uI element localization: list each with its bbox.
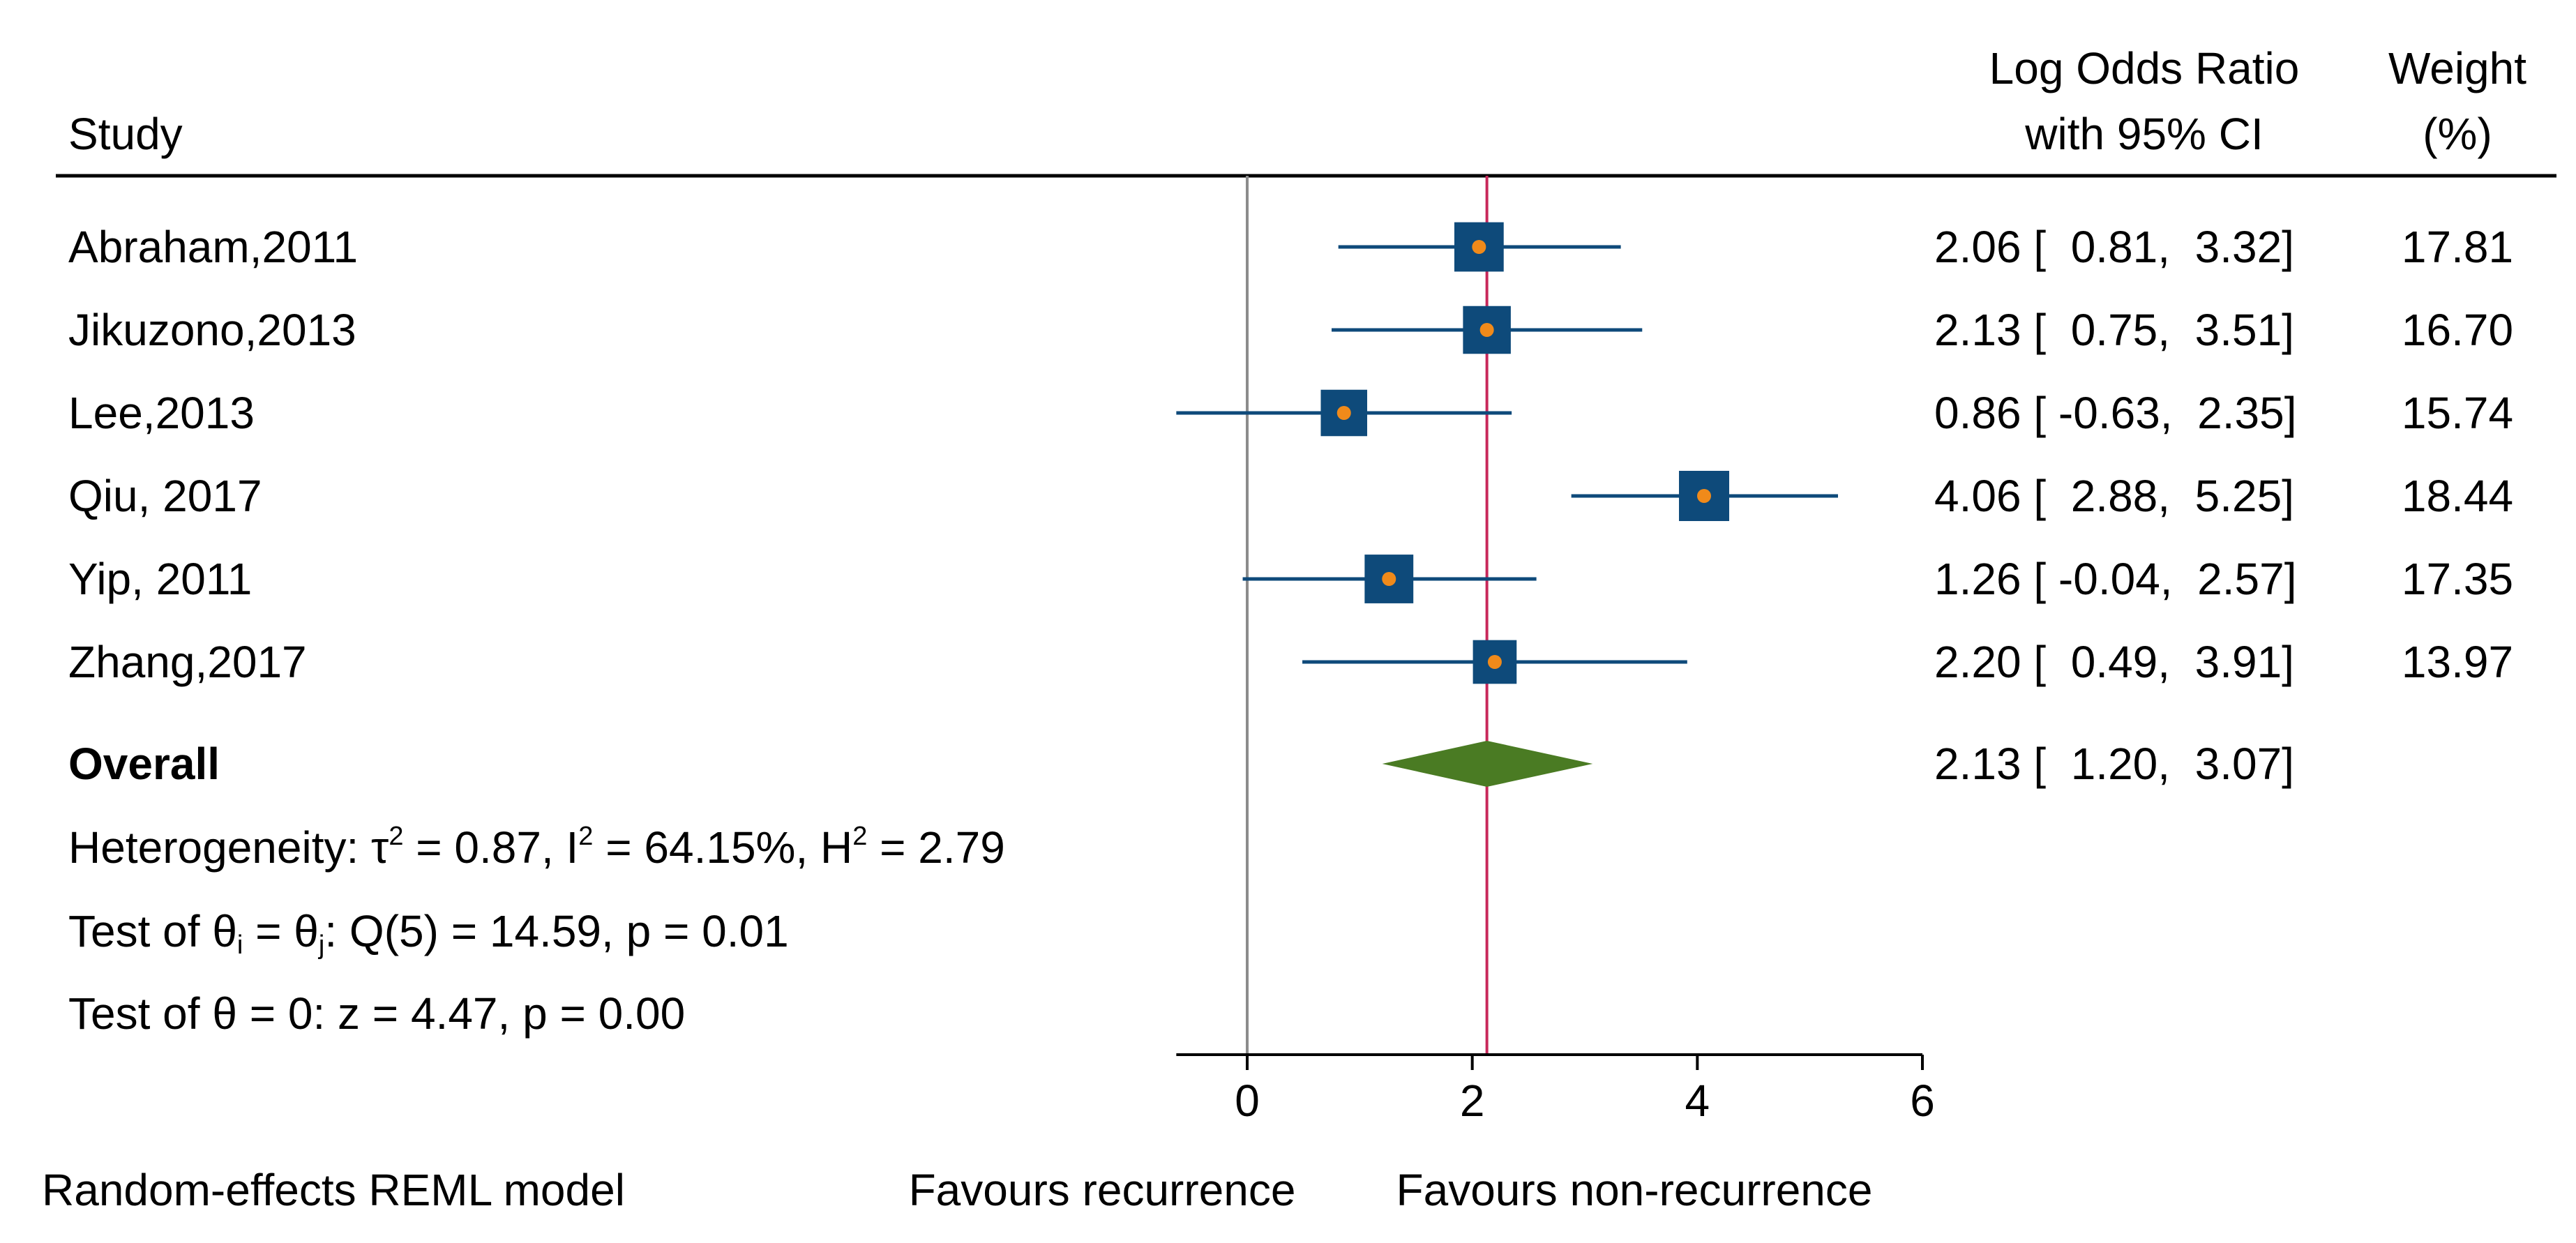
study-name: Lee,2013 [68, 388, 255, 438]
heterogeneity-text: Heterogeneity: τ2 = 0.87, I2 = 64.15%, H… [68, 822, 1005, 873]
study-rows: Abraham,2011 2.06 [ 0.81, 3.32] 17.81 Jikuz… [68, 222, 2513, 687]
study-row: Lee,2013 0.86 [ -0.63, 2.35] 15.74 [68, 388, 2513, 438]
x-axis-tick-label: 4 [1685, 1076, 1710, 1126]
study-row: Zhang,2017 2.20 [ 0.49, 3.91] 13.97 [68, 637, 2513, 687]
test-equal-effects-text: Test of θi = θj: Q(5) = 14.59, p = 0.01 [68, 906, 789, 960]
study-ci-text: 2.06 [ 0.81, 3.32] [1934, 222, 2294, 272]
study-ci-text: 4.06 [ 2.88, 5.25] [1934, 471, 2294, 521]
study-name: Abraham,2011 [68, 222, 358, 272]
study-point-estimate [1479, 323, 1494, 337]
favours-left-label: Favours recurrence [909, 1165, 1296, 1215]
overall-label: Overall [68, 739, 220, 789]
header-effect-label-line2: with 95% CI [2024, 109, 2263, 159]
x-axis-tick-label: 2 [1460, 1076, 1485, 1126]
study-ci-text: 2.13 [ 0.75, 3.51] [1934, 305, 2294, 355]
study-ci-text: 0.86 [ -0.63, 2.35] [1934, 388, 2296, 438]
study-name: Yip, 2011 [68, 554, 252, 604]
study-ci-text: 2.20 [ 0.49, 3.91] [1934, 637, 2294, 687]
model-note: Random-effects REML model [42, 1165, 625, 1215]
study-name: Zhang,2017 [68, 637, 307, 687]
study-point-estimate [1336, 406, 1351, 420]
study-weight-text: 15.74 [2402, 388, 2513, 438]
study-point-estimate [1472, 240, 1486, 254]
study-ci-text: 1.26 [ -0.04, 2.57] [1934, 554, 2296, 604]
overall-ci-text: 2.13 [ 1.20, 3.07] [1934, 739, 2294, 789]
test-zero-effect-text: Test of θ = 0: z = 4.47, p = 0.00 [68, 988, 685, 1039]
study-weight-text: 18.44 [2402, 471, 2513, 521]
study-name: Qiu, 2017 [68, 471, 262, 521]
study-row: Jikuzono,2013 2.13 [ 0.75, 3.51] 16.70 [68, 305, 2513, 355]
favours-right-label: Favours non-recurrence [1396, 1165, 1873, 1215]
study-point-estimate [1382, 572, 1396, 586]
study-weight-text: 16.70 [2402, 305, 2513, 355]
header-weight-label-line2: (%) [2423, 109, 2492, 159]
overall-diamond [1382, 741, 1593, 787]
study-row: Yip, 2011 1.26 [ -0.04, 2.57] 17.35 [68, 554, 2513, 604]
study-row: Abraham,2011 2.06 [ 0.81, 3.32] 17.81 [68, 222, 2513, 272]
study-row: Qiu, 2017 4.06 [ 2.88, 5.25] 18.44 [68, 471, 2513, 521]
study-weight-text: 17.81 [2402, 222, 2513, 272]
x-axis: 0 2 4 6 [1176, 1053, 1935, 1126]
study-weight-text: 17.35 [2402, 554, 2513, 604]
study-name: Jikuzono,2013 [68, 305, 356, 355]
header-study-label: Study [68, 109, 183, 159]
study-point-estimate [1487, 655, 1502, 669]
study-weight-text: 13.97 [2402, 637, 2513, 687]
x-axis-tick-label: 0 [1235, 1076, 1260, 1126]
header-effect-label-line1: Log Odds Ratio [1989, 43, 2300, 93]
study-point-estimate [1697, 489, 1712, 503]
x-axis-tick-label: 6 [1910, 1076, 1935, 1126]
header-weight-label-line1: Weight [2388, 43, 2526, 93]
